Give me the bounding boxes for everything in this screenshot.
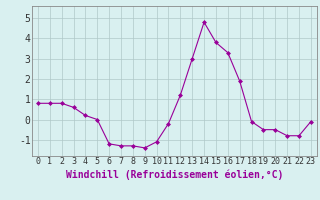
X-axis label: Windchill (Refroidissement éolien,°C): Windchill (Refroidissement éolien,°C) <box>66 169 283 180</box>
